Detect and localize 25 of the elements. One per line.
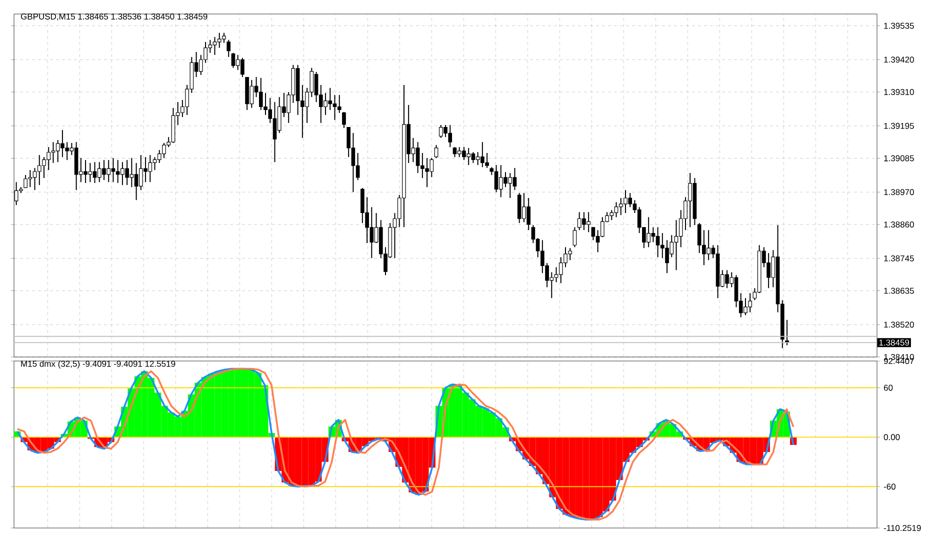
y-tick-label: 1.38970 (884, 189, 914, 196)
candlestick (337, 94, 342, 114)
y-tick-label: 0.00 (884, 434, 900, 440)
y-tick-label: 92.4407 (884, 358, 914, 364)
y-tick-label: 1.38860 (884, 222, 914, 228)
y-tick-label: 60 (884, 384, 893, 391)
y-tick-label: 1.38635 (884, 288, 914, 294)
y-tick-label: -110.2519 (884, 525, 921, 532)
chart-title: GBPUSD,M15 1.38465 1.38536 1.38450 1.38459 (20, 14, 208, 21)
y-tick-label: 1.39085 (884, 155, 914, 162)
y-tick-label: 1.38745 (884, 255, 914, 262)
ref-line-label: 1.38459 (879, 340, 910, 346)
y-tick-label: 1.38520 (884, 322, 914, 328)
candlestick (434, 144, 438, 158)
chart-title: M15 dmx (32,5) -9.4091 -9.4091 12.5519 (21, 360, 176, 368)
candlestick (226, 39, 231, 58)
y-tick-label: -60 (884, 484, 896, 490)
candlestick (591, 226, 596, 241)
candlestick (342, 112, 346, 128)
y-tick-label: 1.39535 (884, 22, 914, 29)
candlestick (572, 226, 577, 248)
y-tick-label: 1.38410 (884, 354, 914, 360)
y-tick-label: 1.39420 (884, 56, 914, 63)
y-tick-label: 1.39310 (884, 89, 914, 96)
y-tick-label: 1.39195 (884, 122, 914, 129)
